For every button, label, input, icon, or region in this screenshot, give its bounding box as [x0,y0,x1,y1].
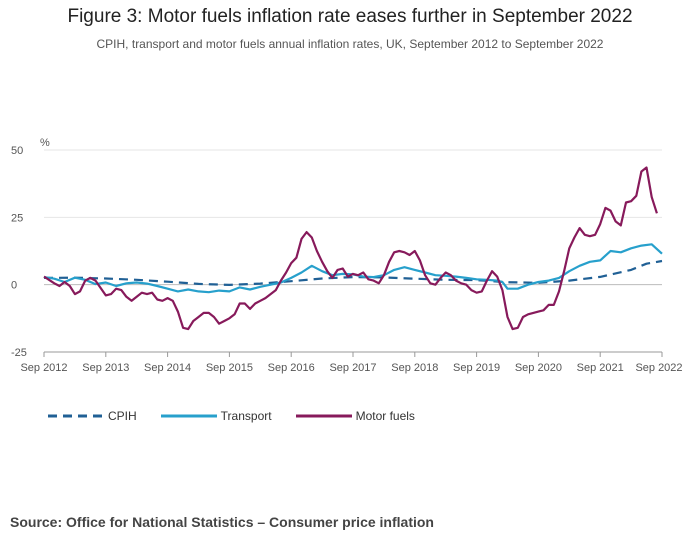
series-line-cpih [43,259,663,286]
y-tick-label: 0 [11,280,17,292]
x-tick-label: Sep 2019 [453,362,500,374]
chart-title: Figure 3: Motor fuels inflation rate eas… [67,6,633,27]
legend-label-motor-fuels: Motor fuels [355,409,415,423]
legend-label-cpih: CPIH [108,409,137,423]
legend-item-cpih[interactable]: CPIH [48,409,137,423]
y-axis-label: % [40,137,50,149]
chart-legend: CPIH Transport Motor fuels [48,409,439,423]
series-line-motor-fuels [43,166,658,331]
x-tick-label: Sep 2014 [144,362,191,374]
y-tick-label: -25 [11,347,27,359]
source-note: Source: Office for National Statistics –… [10,514,434,530]
x-tick-label: Sep 2022 [635,362,682,374]
y-tick-label: 50 [11,145,23,157]
x-tick-label: Sep 2017 [329,362,376,374]
y-tick-label: 25 [11,212,23,224]
legend-swatch-motor-fuels [295,414,352,418]
legend-item-transport[interactable]: Transport [160,409,272,423]
x-tick-label: Sep 2012 [20,362,67,374]
x-tick-label: Sep 2020 [515,362,562,374]
x-tick-label: Sep 2021 [577,362,624,374]
legend-label-transport: Transport [220,409,272,423]
x-tick-label: Sep 2013 [82,362,129,374]
legend-item-motor-fuels[interactable]: Motor fuels [295,409,415,423]
x-tick-label: Sep 2015 [206,362,253,374]
legend-swatch-cpih [48,414,104,418]
x-tick-label: Sep 2016 [268,362,315,374]
chart-subtitle: CPIH, transport and motor fuels annual i… [96,37,604,51]
legend-swatch-transport [160,414,217,418]
x-tick-label: Sep 2018 [391,362,438,374]
